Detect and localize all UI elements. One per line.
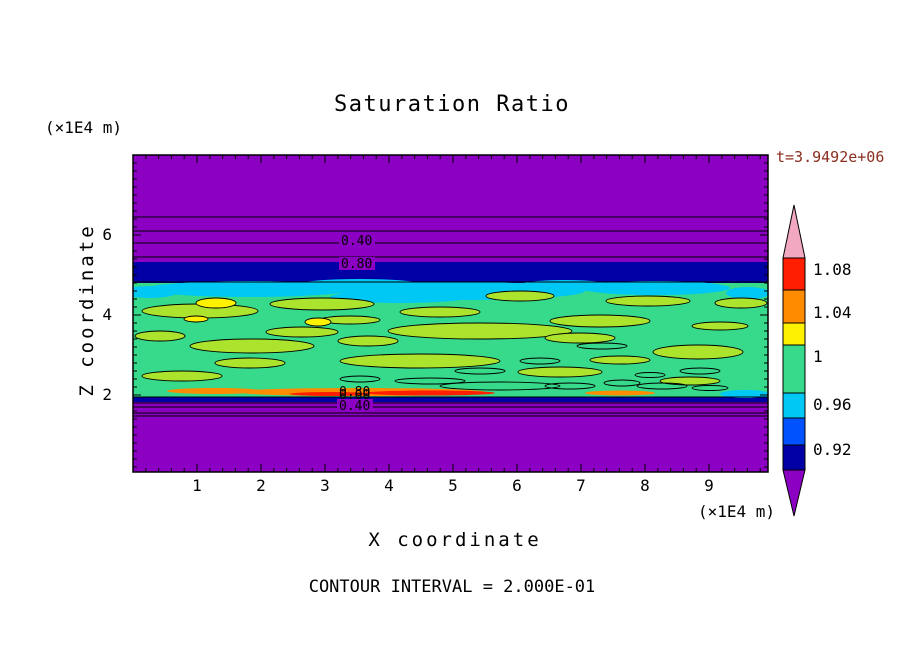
- contour-field: 0.400.800.800.600.40: [133, 155, 768, 472]
- contour-line-label: 0.40: [339, 399, 370, 414]
- contour-line-label: 0.40: [341, 234, 372, 249]
- yellow-green-lens: [339, 353, 501, 369]
- contour-loop: [679, 367, 721, 375]
- colorbar-label: 0.96: [813, 395, 852, 414]
- contour-loop: [544, 382, 596, 390]
- contour-label-bg: [337, 399, 373, 412]
- colorbar-segment-red: [782, 257, 806, 291]
- contour-line-label: 0.80: [339, 385, 370, 400]
- yellow-green-lens: [691, 321, 749, 331]
- band-navy: [133, 397, 768, 402]
- yellow-green-lens: [387, 322, 573, 340]
- contour-loop: [454, 367, 506, 375]
- contour-loop: [691, 385, 729, 391]
- red-streak: [365, 390, 495, 396]
- cyan-patch: [726, 287, 768, 299]
- yellow-green-lens: [549, 314, 651, 328]
- x-tick-label: 3: [320, 476, 330, 495]
- colorbar-segment-orange: [782, 289, 806, 324]
- plot-frame: [132, 154, 769, 473]
- x-tick-label: 9: [704, 476, 714, 495]
- y-axis-title: Z coordinate: [76, 223, 98, 396]
- x-tick-label: 5: [448, 476, 458, 495]
- yellow-spot: [304, 317, 332, 327]
- yellow-spot: [183, 315, 209, 323]
- colorbar-arrow-bottom: [782, 469, 806, 517]
- yellow-green-lens: [141, 370, 223, 382]
- yellow-green-lens: [714, 297, 768, 309]
- colorbar-segment-green: [782, 344, 806, 394]
- x-tick-label: 7: [576, 476, 586, 495]
- yellow-green-lens: [605, 295, 691, 307]
- orange-streak: [167, 388, 263, 394]
- yellow-spot: [195, 297, 237, 309]
- y-tick-label: 6: [102, 225, 112, 244]
- cyan-patch: [133, 286, 178, 298]
- orange-streak: [585, 390, 655, 396]
- yellow-green-lens: [214, 357, 286, 369]
- contour-loop: [439, 381, 561, 391]
- x-tick-label: 8: [640, 476, 650, 495]
- colorbar-arrow-top: [782, 204, 806, 259]
- colorbar-label: 1.08: [813, 260, 852, 279]
- contour-label-bg: [339, 234, 375, 247]
- colorbar-label: 1.04: [813, 303, 852, 322]
- yellow-green-lens: [485, 290, 555, 302]
- colorbar-segment-navy: [782, 444, 806, 471]
- contour-loop: [519, 357, 561, 365]
- contour-interval-label: CONTOUR INTERVAL = 2.000E-01: [309, 577, 596, 597]
- colorbar-segment-yellow: [782, 322, 806, 346]
- axis-ticks: [133, 155, 768, 472]
- yellow-green-lens: [269, 297, 375, 311]
- y-tick-label: 2: [102, 385, 112, 404]
- x-tick-label: 2: [256, 476, 266, 495]
- yellow-green-lens: [265, 326, 339, 338]
- y-axis-unit-label: (×1E4 m): [45, 118, 122, 137]
- colorbar-label: 1: [813, 347, 823, 366]
- cyan-patch: [300, 279, 420, 289]
- yellow-green-lens: [652, 344, 744, 360]
- colorbar-segment-cyan: [782, 392, 806, 419]
- band-navy: [133, 262, 768, 283]
- yellow-green-lens: [134, 330, 186, 342]
- time-label: t=3.9492e+06: [776, 148, 884, 166]
- x-tick-label: 6: [512, 476, 522, 495]
- yellow-green-lens: [659, 376, 721, 386]
- cyan-patch: [330, 291, 470, 303]
- x-tick-label: 4: [384, 476, 394, 495]
- contour-loop: [394, 377, 466, 385]
- yellow-green-lens: [589, 355, 651, 365]
- x-axis-title: X coordinate: [368, 529, 541, 551]
- contour-loop: [339, 375, 381, 383]
- yellow-green-lens: [399, 306, 481, 318]
- red-streak: [290, 392, 370, 396]
- cyan-patch: [580, 281, 730, 295]
- contour-line-label: 0.80: [341, 257, 372, 272]
- contour-loop: [636, 382, 688, 390]
- yellow-green-lens: [189, 338, 315, 354]
- contour-label-bg: [339, 257, 375, 270]
- yellow-green-lens: [517, 366, 603, 378]
- x-axis-unit-label: (×1E4 m): [698, 502, 775, 521]
- contour-loop: [634, 372, 666, 378]
- chart-title: Saturation Ratio: [334, 92, 570, 117]
- y-tick-label: 4: [102, 305, 112, 324]
- contour-loop: [576, 342, 628, 350]
- x-tick-label: 1: [192, 476, 202, 495]
- yellow-green-lens: [337, 335, 399, 347]
- cyan-patch: [720, 390, 768, 398]
- yellow-green-lens: [544, 332, 616, 344]
- contour-loop: [603, 379, 641, 387]
- colorbar-segment-blue: [782, 417, 806, 446]
- colorbar-label: 0.92: [813, 440, 852, 459]
